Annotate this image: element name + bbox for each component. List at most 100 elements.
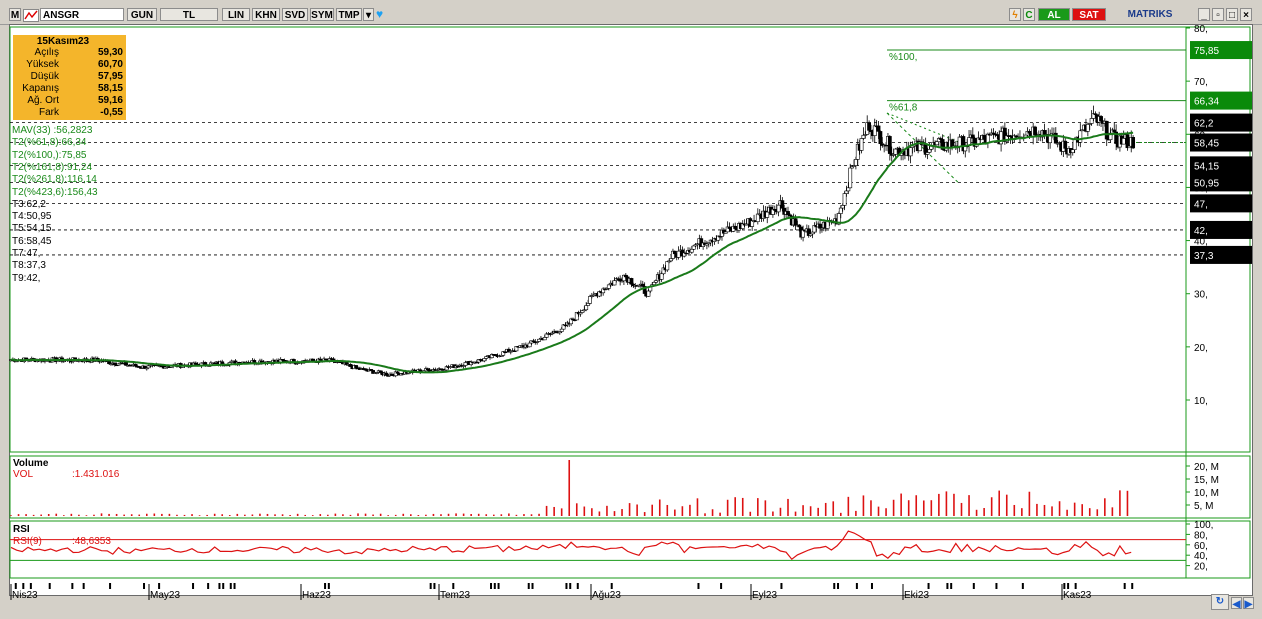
candle-body — [354, 365, 359, 369]
minimize-icon[interactable]: _ — [1198, 8, 1210, 21]
scroll-right-icon[interactable]: ▶ — [1243, 597, 1254, 610]
indicator-8: T5:54,15 — [12, 223, 52, 235]
volume-tick-label: 15, M — [1194, 475, 1219, 486]
volume-title: Volume — [13, 458, 49, 469]
info-high-row: Yüksek 60,70 — [26, 59, 123, 70]
level-tag — [1190, 194, 1252, 213]
khn-button[interactable]: KHN — [252, 8, 280, 21]
sell-button[interactable]: SAT — [1072, 8, 1106, 21]
candle-body — [384, 372, 389, 376]
candle-body — [537, 338, 541, 342]
tmp-button[interactable]: TMP — [336, 8, 362, 21]
fib-tag — [1190, 91, 1252, 110]
indicator-0: MAV(33) :56,2823 — [12, 125, 93, 136]
candle-body — [606, 284, 611, 289]
symbol-field[interactable]: ANSGR — [40, 8, 124, 21]
indicator-9: T6:58,45 — [12, 235, 52, 247]
volume-tick-label: 20, M — [1194, 462, 1219, 473]
candle-body — [542, 337, 547, 341]
dropdown-arrow-icon[interactable]: ▾ — [363, 8, 374, 21]
candle-body — [1112, 129, 1117, 133]
event-marker — [1021, 583, 1024, 589]
event-marker — [1067, 583, 1070, 589]
event-marker — [946, 583, 949, 589]
indicator-11: T8:37,3 — [12, 260, 46, 272]
close-icon[interactable]: × — [1240, 8, 1252, 21]
event-marker — [497, 583, 500, 589]
candle-body — [1027, 130, 1032, 134]
x-tick-label: Eki23 — [904, 590, 929, 601]
info-date: 15Kasım23 — [36, 36, 90, 47]
level-tag-label: 62,2 — [1194, 119, 1214, 130]
event-marker — [720, 583, 723, 589]
event-marker — [1131, 583, 1134, 589]
twitter-icon[interactable]: ♥ — [376, 7, 384, 21]
candle-body — [559, 328, 564, 332]
currency-button[interactable]: TL — [160, 8, 218, 21]
toolbar: M ANSGR GUN TL LIN KHN SVD SYM TMP ▾ ♥ ϟ… — [0, 0, 1262, 25]
svd-button[interactable]: SVD — [282, 8, 308, 21]
rsi-value: :48,6353 — [72, 536, 111, 547]
event-marker — [71, 583, 74, 589]
maximize-icon[interactable]: □ — [1226, 8, 1238, 21]
event-marker — [48, 583, 51, 589]
indicator-6: T3:62,2 — [12, 198, 46, 210]
refresh-icon[interactable]: ↻ — [1211, 594, 1229, 610]
info-diff-row: Fark -0,55 — [39, 107, 123, 118]
candle-body — [776, 204, 781, 213]
y-tick-label: 10, — [1194, 396, 1208, 407]
rsi-title: RSI — [13, 524, 30, 535]
fib-tag-label: 75,85 — [1194, 46, 1219, 57]
chart-icon — [23, 9, 39, 22]
candle-body — [755, 213, 760, 223]
event-marker — [833, 583, 836, 589]
level-tag-label: 37,3 — [1194, 251, 1214, 262]
candle-body — [859, 138, 864, 151]
candle-body — [1104, 120, 1109, 140]
menu-m-button[interactable]: M — [9, 8, 21, 21]
candle-body — [846, 187, 851, 192]
candle-body — [733, 225, 738, 229]
linear-button[interactable]: LIN — [222, 8, 250, 21]
indicator-3: T2(%161,8):91,24 — [12, 161, 93, 173]
event-marker — [837, 583, 840, 589]
lightning-icon[interactable]: ϟ — [1009, 8, 1021, 21]
candle-body — [908, 147, 913, 157]
buy-button[interactable]: AL — [1038, 8, 1070, 21]
candle-body — [584, 305, 589, 311]
candle-body — [1099, 116, 1103, 122]
candle-body — [1085, 123, 1090, 132]
event-marker — [327, 583, 330, 589]
candle-body — [780, 200, 785, 209]
sym-button[interactable]: SYM — [310, 8, 334, 21]
event-marker — [429, 583, 432, 589]
x-tick-label: Tem23 — [440, 590, 470, 601]
event-marker — [192, 583, 195, 589]
level-tag-label: 58,45 — [1194, 139, 1219, 150]
y-tick-label: 70, — [1194, 77, 1208, 88]
candle-body — [793, 218, 798, 226]
restore-icon[interactable]: ▫ — [1212, 8, 1224, 21]
candle-body — [669, 258, 673, 262]
event-marker — [1063, 583, 1066, 589]
period-button[interactable]: GUN — [127, 8, 157, 21]
matriks-logo: MATRIKS — [1110, 8, 1190, 21]
event-marker — [207, 583, 210, 589]
candle-body — [659, 273, 664, 280]
candle-body — [765, 211, 770, 218]
candle-body — [676, 250, 681, 258]
ohlc-info-box: 15Kasım23 Açılış 59,30 Yüksek 60,70 Düşük 5… — [13, 35, 126, 120]
candle-body — [1131, 137, 1136, 149]
candle-body — [689, 248, 694, 253]
candle-body — [665, 261, 670, 271]
event-marker — [109, 583, 112, 589]
candle-body — [640, 283, 645, 287]
candle-body — [970, 134, 975, 139]
candle-body — [1070, 149, 1075, 153]
indicator-12: T9:42, — [12, 272, 41, 284]
scroll-left-icon[interactable]: ◀ — [1231, 597, 1242, 610]
y-tick-label: 30, — [1194, 290, 1208, 301]
volume-tick-label: 10, M — [1194, 488, 1219, 499]
c-button[interactable]: C — [1023, 8, 1035, 21]
